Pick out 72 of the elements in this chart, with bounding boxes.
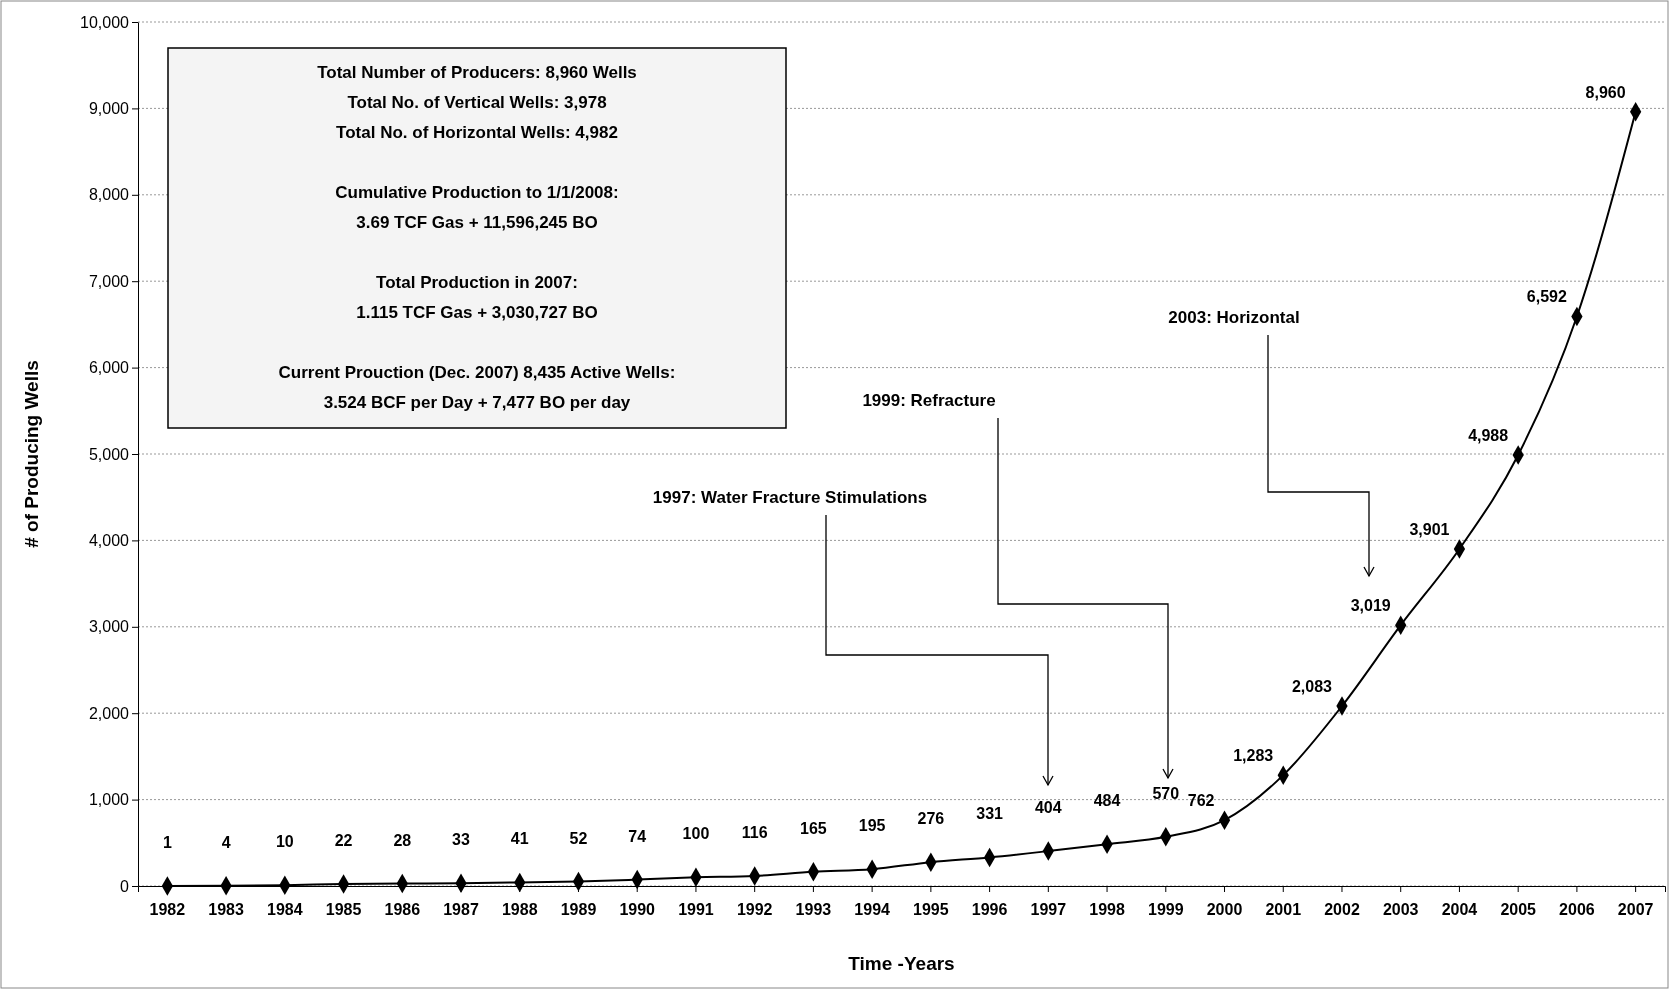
x-tick-label: 1985	[325, 901, 362, 919]
x-tick-label: 2001	[1265, 901, 1302, 919]
text: 3,019	[1350, 597, 1391, 615]
x-tick-label: 1991	[678, 901, 714, 919]
x-tick-label: 1992	[736, 901, 773, 919]
text: 2,083	[1291, 678, 1332, 696]
y-tick-label: 6,000	[88, 359, 130, 377]
x-tick-label: 2002	[1324, 901, 1360, 919]
text: 4	[221, 833, 231, 851]
annotation: Current Prouction (Dec. 2007) 8,435 Active Wells: 3.524 BCF per Day + 7,477 BO per day	[278, 363, 676, 412]
text: 1	[162, 833, 172, 851]
x-tick-label: 2003	[1382, 901, 1419, 919]
x-tick-label: 1994	[854, 901, 891, 919]
annotation: Cumulative Production to 1/1/2008: 3.69 TCF Gas + 11,596,245 BO	[335, 183, 619, 232]
x-tick-label: 1993	[795, 901, 832, 919]
x-tick-label: 2000	[1206, 901, 1243, 919]
y-tick-label: 10,000	[80, 13, 130, 31]
y-tick-label: 0	[120, 877, 130, 895]
x-tick-label: 1999	[1147, 901, 1184, 919]
text: 52	[569, 829, 588, 847]
y-tick-label: 4,000	[88, 532, 130, 550]
annotation: Total Number of Producers: 8,960 Wells Total No. of Vertical Wells: 3,978 Total No. of Horizontal Wells: 4,982	[317, 63, 637, 142]
x-tick-label: 1996	[971, 901, 1008, 919]
text: 762	[1187, 792, 1215, 810]
text: 1,283	[1233, 747, 1274, 765]
y-tick-label: 8,000	[88, 186, 130, 204]
x-tick-label: 1982	[149, 901, 186, 919]
y-tick-label: 9,000	[88, 100, 130, 118]
text: 404	[1034, 799, 1062, 817]
text: 41	[510, 830, 529, 848]
x-axis-title: Time -Years	[848, 953, 955, 974]
x-tick-label: 2005	[1500, 901, 1537, 919]
y-tick-label: 7,000	[88, 272, 130, 290]
text: 195	[858, 817, 886, 835]
x-tick-label: 1995	[913, 901, 949, 919]
x-tick-label: 1988	[501, 901, 538, 919]
x-tick-label: 2006	[1559, 901, 1595, 919]
y-tick-label: 2,000	[88, 704, 130, 722]
text: 22	[334, 832, 353, 850]
text: 28	[393, 831, 412, 849]
text: 8,960	[1585, 83, 1626, 101]
x-tick-label: 1986	[384, 901, 421, 919]
x-tick-label: 1998	[1089, 901, 1125, 919]
text: 331	[976, 805, 1003, 823]
x-tick-label: 1987	[443, 901, 479, 919]
text: 116	[741, 823, 768, 841]
text: 4,988	[1468, 427, 1509, 445]
x-tick-label: 1990	[619, 901, 656, 919]
text: 276	[917, 810, 945, 828]
x-tick-label: 1989	[560, 901, 597, 919]
text: 74	[628, 827, 647, 845]
text: 165	[800, 819, 827, 837]
x-tick-label: 2007	[1617, 901, 1654, 919]
y-tick-label: 5,000	[88, 445, 130, 463]
x-tick-label: 1984	[267, 901, 303, 919]
text: 100	[682, 825, 710, 843]
annotation: 1999: Refracture	[862, 391, 996, 410]
x-tick-label: 2004	[1441, 901, 1478, 919]
text: 3,901	[1409, 520, 1450, 538]
y-tick-label: 3,000	[88, 618, 130, 636]
text: 33	[452, 831, 470, 849]
text: 570	[1152, 784, 1180, 802]
x-tick-label: 1997	[1030, 901, 1067, 919]
y-tick-label: 1,000	[88, 791, 130, 809]
annotation: Total Production in 2007: 1.115 TCF Gas + 3,030,727 BO	[356, 273, 598, 322]
annotation: 1997: Water Fracture Stimulations	[652, 488, 928, 507]
text: 6,592	[1526, 288, 1567, 306]
annotation: 2003: Horizontal	[1168, 308, 1300, 327]
text: 484	[1093, 792, 1121, 810]
y-axis-title: # of Producing Wells	[21, 360, 42, 548]
x-tick-label: 1983	[208, 901, 244, 919]
text: 10	[275, 833, 294, 851]
